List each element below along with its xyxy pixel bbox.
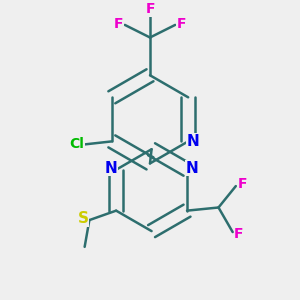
Text: S: S xyxy=(78,211,88,226)
Text: F: F xyxy=(237,177,247,191)
Text: F: F xyxy=(114,16,123,31)
Text: F: F xyxy=(234,227,244,241)
Text: N: N xyxy=(187,134,200,149)
Text: Cl: Cl xyxy=(69,136,84,151)
Text: N: N xyxy=(186,160,198,175)
Text: N: N xyxy=(105,160,118,175)
Text: F: F xyxy=(177,16,186,31)
Text: F: F xyxy=(145,2,155,16)
